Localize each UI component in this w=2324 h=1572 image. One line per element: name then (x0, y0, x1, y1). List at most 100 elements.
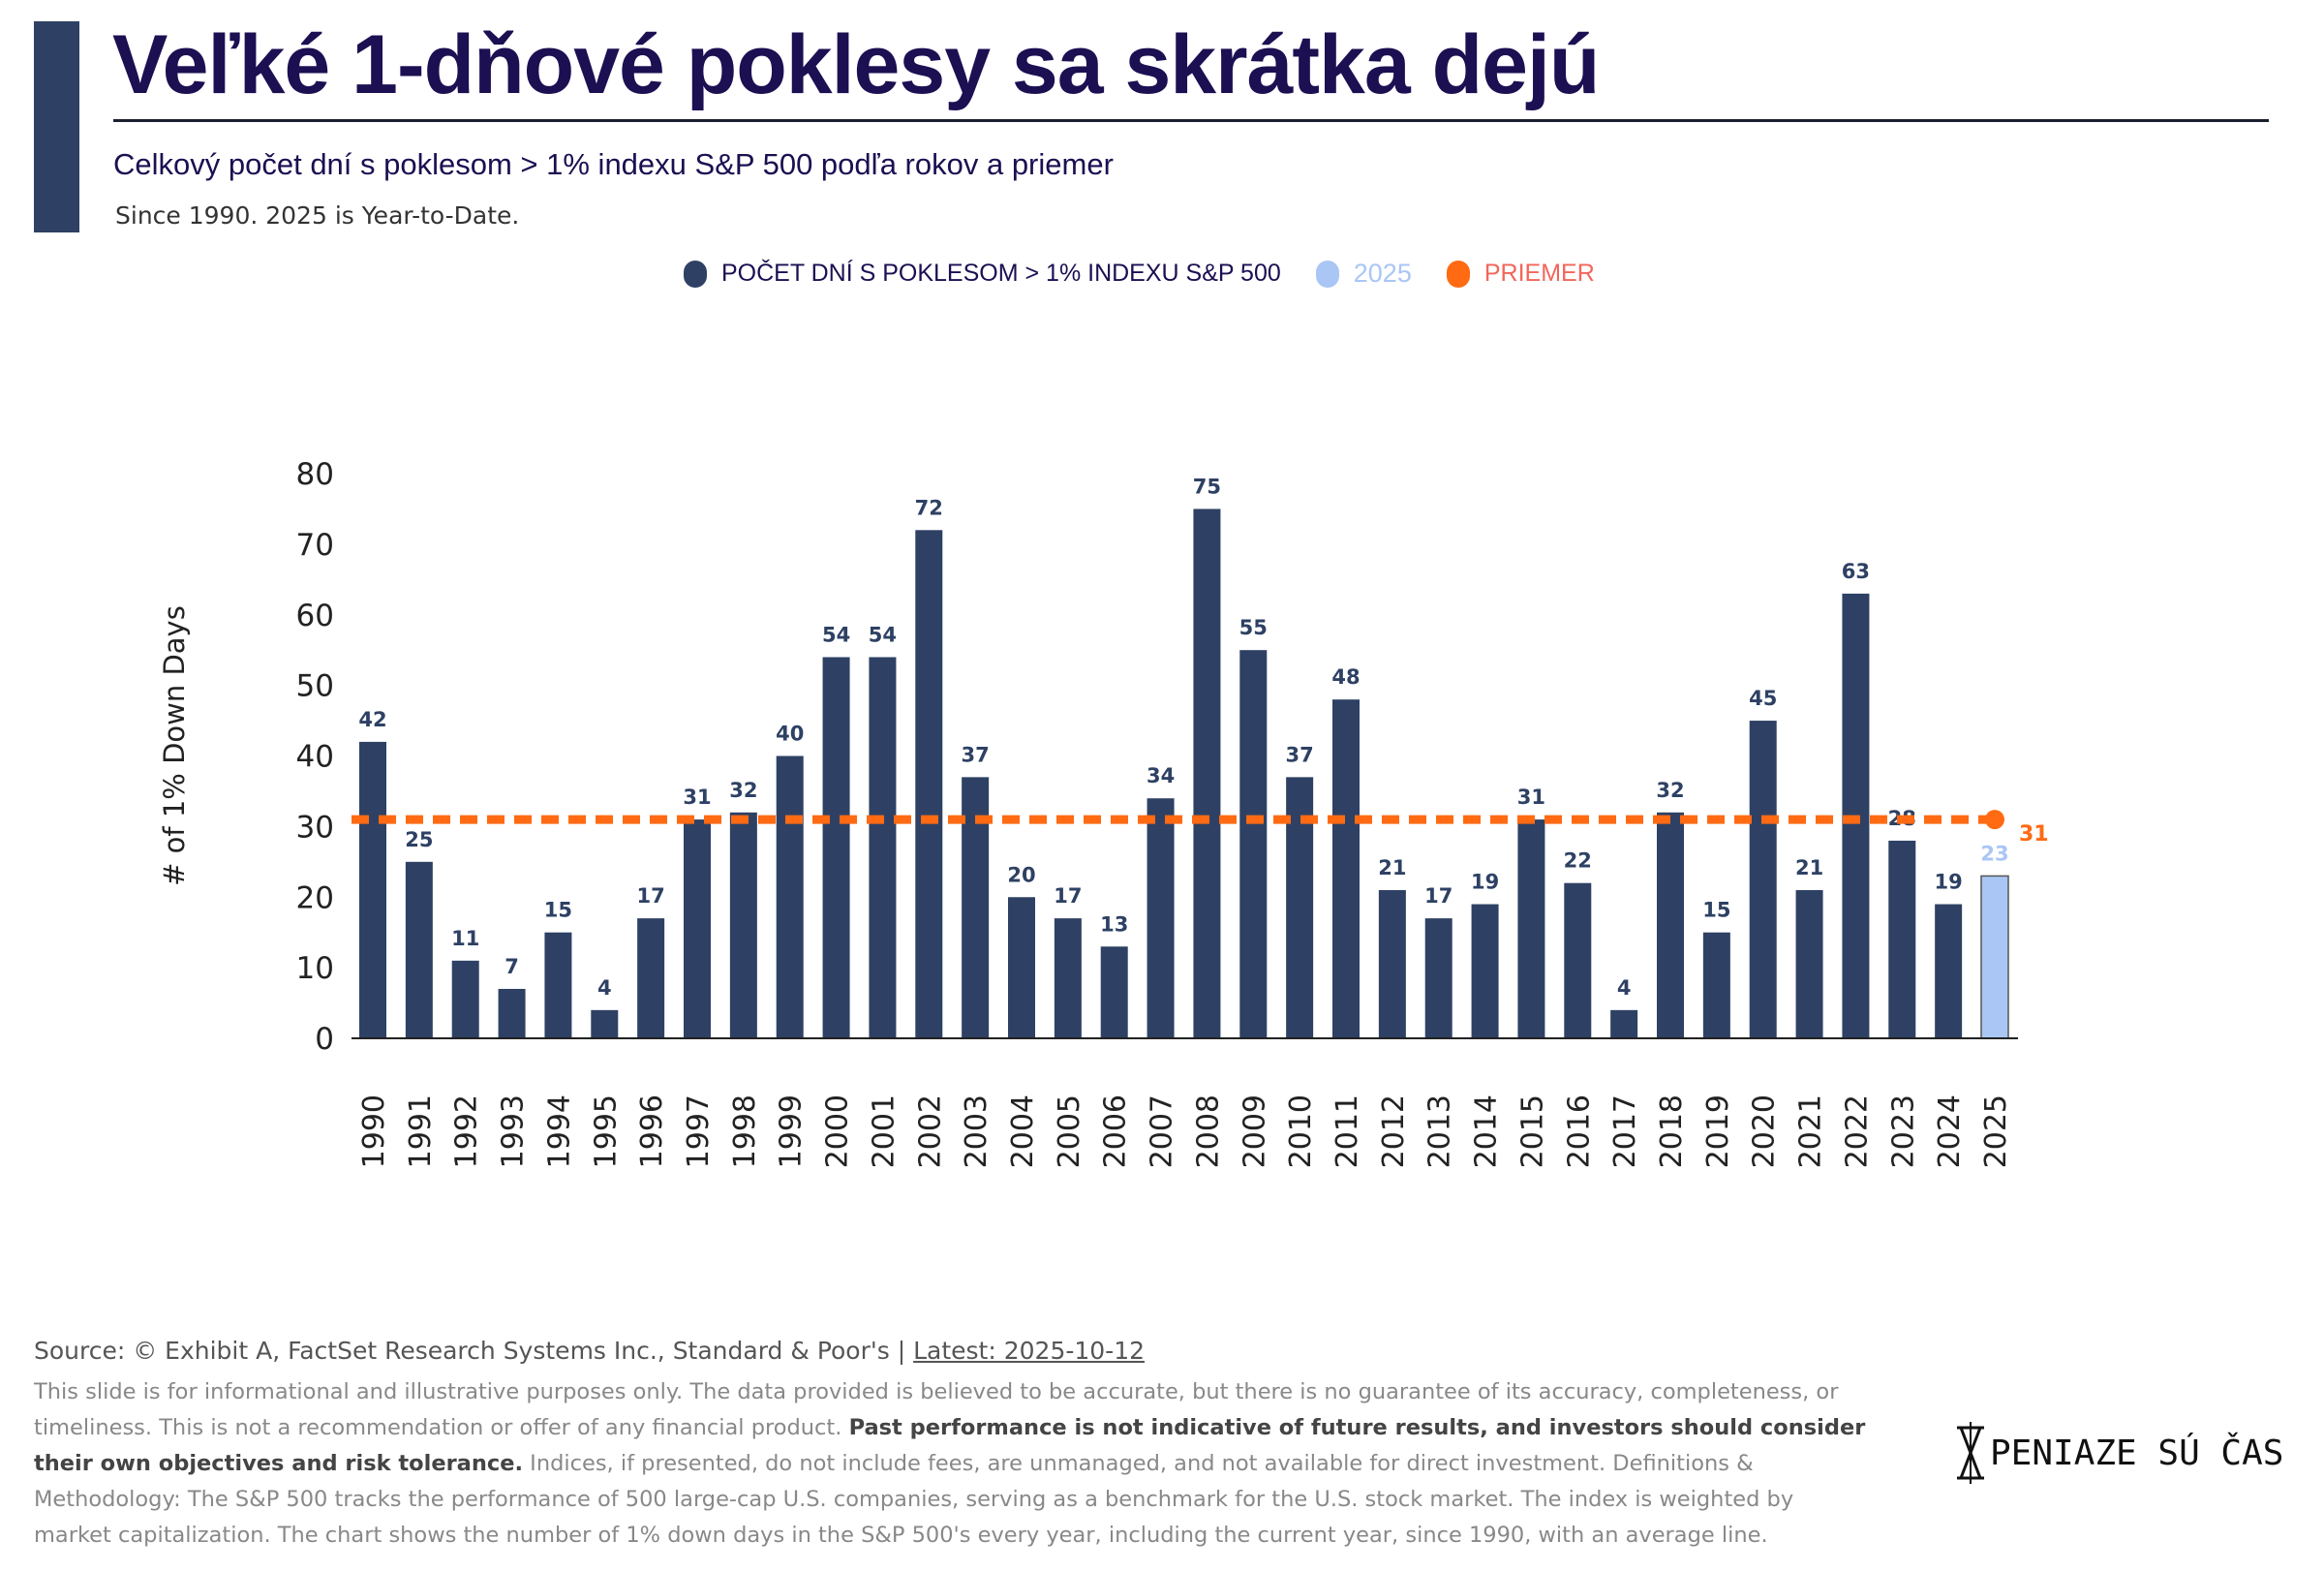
bar-2002 (915, 530, 943, 1038)
bar-1991 (405, 861, 433, 1038)
legend-label-count: POČET DNÍ S POKLESOM > 1% INDEXU S&P 500 (721, 260, 1281, 287)
x-tick-label: 2008 (1191, 1094, 1225, 1168)
bar-2016 (1564, 882, 1592, 1038)
chart-subtitle: Celkový počet dní s poklesom > 1% indexu… (113, 147, 1114, 181)
bar-2020 (1749, 721, 1777, 1038)
data-label: 21 (1795, 856, 1823, 879)
data-label: 42 (358, 708, 386, 731)
bar-2004 (1008, 897, 1035, 1038)
data-label: 17 (1424, 884, 1452, 908)
bar-1997 (684, 819, 711, 1038)
bar-2013 (1424, 918, 1452, 1038)
brand-logo: PENIAZE SÚ ČAS (1951, 1422, 2283, 1484)
bar-1995 (591, 1009, 619, 1038)
legend-item-2025: 2025 (1315, 259, 1412, 289)
average-line-group: 31 (352, 810, 2049, 847)
x-tick-label: 2012 (1377, 1094, 1411, 1168)
x-tick-label: 2001 (867, 1094, 901, 1168)
bar-2009 (1239, 650, 1268, 1038)
data-label: 21 (1378, 856, 1406, 879)
data-label: 15 (544, 899, 572, 922)
x-tick-label: 1994 (542, 1094, 576, 1168)
data-label: 54 (822, 623, 850, 646)
data-label: 72 (915, 496, 943, 519)
x-tick-label: 2020 (1748, 1094, 1782, 1168)
bar-1992 (451, 960, 479, 1038)
x-tick-label: 2010 (1284, 1094, 1318, 1168)
x-tick-label: 2017 (1608, 1094, 1642, 1168)
bars: 42 25 11 7 15 4 17 31 32 40 54 54 72 37 20 17 13 34 75 55 37… (358, 475, 2009, 1039)
legend-swatch-2025 (1315, 260, 1339, 288)
data-label: 4 (1617, 976, 1632, 1000)
y-tick-label: 0 (315, 1022, 334, 1057)
x-tick-label: 1992 (450, 1094, 484, 1168)
data-label: 31 (1517, 786, 1545, 809)
bar-1990 (359, 741, 386, 1038)
data-label: 32 (729, 779, 757, 802)
disclaimer-bold: Past performance is not indicative of fu… (34, 1415, 1866, 1476)
y-tick-label: 20 (296, 880, 334, 915)
latest-date-link[interactable]: Latest: 2025-10-12 (913, 1337, 1146, 1365)
x-tick-label: 2023 (1886, 1094, 1920, 1168)
bar-2017 (1610, 1009, 1638, 1038)
data-label: 75 (1193, 475, 1221, 498)
legend-label-average: PRIEMER (1483, 260, 1595, 287)
data-label: 63 (1842, 560, 1870, 583)
y-tick-label: 70 (296, 528, 334, 563)
x-tick-label: 2016 (1562, 1094, 1596, 1168)
x-tick-label: 1995 (589, 1094, 623, 1168)
y-tick-label: 80 (296, 457, 334, 492)
average-label: 31 (2019, 822, 2049, 847)
x-tick-label: 1996 (635, 1094, 669, 1168)
data-label: 55 (1239, 616, 1268, 639)
bar-2014 (1471, 904, 1499, 1038)
data-label: 13 (1100, 912, 1128, 936)
legend-item-average: PRIEMER (1446, 260, 1595, 288)
bar-2024 (1935, 904, 1963, 1038)
average-marker (1985, 810, 2004, 830)
x-tick-label: 1997 (682, 1094, 716, 1168)
x-tick-label: 1993 (497, 1094, 531, 1168)
data-label: 17 (637, 884, 665, 908)
title-divider (113, 119, 2269, 122)
data-label: 34 (1147, 764, 1175, 787)
bar-2018 (1657, 812, 1684, 1038)
data-label: 17 (1054, 884, 1082, 908)
y-tick-label: 10 (296, 951, 334, 986)
data-label: 45 (1749, 687, 1777, 710)
bar-2007 (1147, 798, 1175, 1038)
bar-2005 (1054, 918, 1082, 1038)
bar-1993 (498, 988, 526, 1038)
bar-2006 (1100, 946, 1128, 1038)
x-tick-label: 2009 (1238, 1094, 1271, 1168)
data-label: 40 (776, 723, 804, 746)
x-tick-label: 2025 (1979, 1094, 2013, 1168)
data-label: 15 (1702, 899, 1730, 922)
data-label: 19 (1471, 871, 1499, 894)
chart-legend: POČET DNÍ S POKLESOM > 1% INDEXU S&P 500… (684, 259, 1630, 289)
bar-2011 (1332, 699, 1360, 1038)
data-label: 7 (505, 955, 519, 978)
data-label: 31 (683, 786, 711, 809)
x-tick-label: 2019 (1701, 1094, 1735, 1168)
x-tick-label: 1990 (357, 1094, 391, 1168)
x-tick-label: 2018 (1655, 1094, 1689, 1168)
x-tick-label: 1991 (404, 1094, 438, 1168)
bar-1999 (776, 755, 804, 1038)
chart-note: Since 1990. 2025 is Year-to-Date. (115, 201, 520, 230)
y-tick-label: 40 (296, 740, 334, 775)
bar-2000 (822, 657, 850, 1038)
bar-2001 (869, 657, 897, 1038)
data-label: 19 (1935, 871, 1963, 894)
hourglass-icon (1957, 1422, 1984, 1484)
data-label: 48 (1331, 665, 1360, 689)
bar-2015 (1517, 819, 1545, 1038)
y-axis-ticks: 0 10 20 30 40 50 60 70 80 (296, 457, 334, 1057)
bar-2021 (1795, 889, 1823, 1038)
x-tick-label: 1999 (775, 1094, 809, 1168)
footer: Source: © Exhibit A, FactSet Research Sy… (34, 1337, 1874, 1554)
data-label: 20 (1007, 863, 1035, 886)
x-tick-label: 2006 (1099, 1094, 1133, 1168)
source-text: Source: © Exhibit A, FactSet Research Sy… (34, 1337, 914, 1365)
x-tick-label: 2005 (1053, 1094, 1086, 1168)
